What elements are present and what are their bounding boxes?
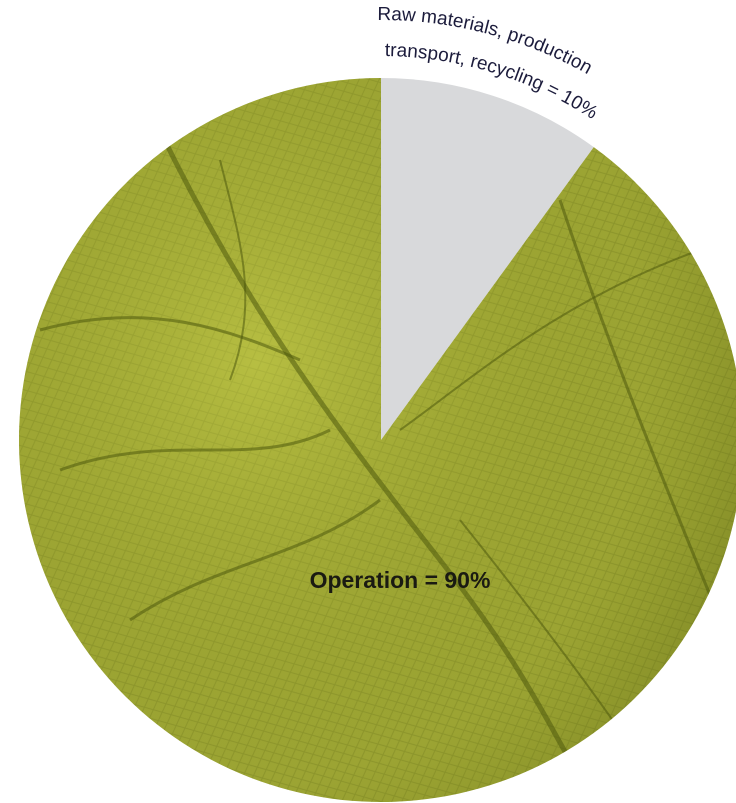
slices (19, 78, 736, 802)
pie-slice (19, 78, 736, 802)
slice-label: Operation = 90% (310, 567, 491, 593)
chart: Raw materials, productiontransport, recy… (0, 0, 736, 803)
page: {"chart_data": {"type": "pie", "values":… (0, 0, 736, 803)
